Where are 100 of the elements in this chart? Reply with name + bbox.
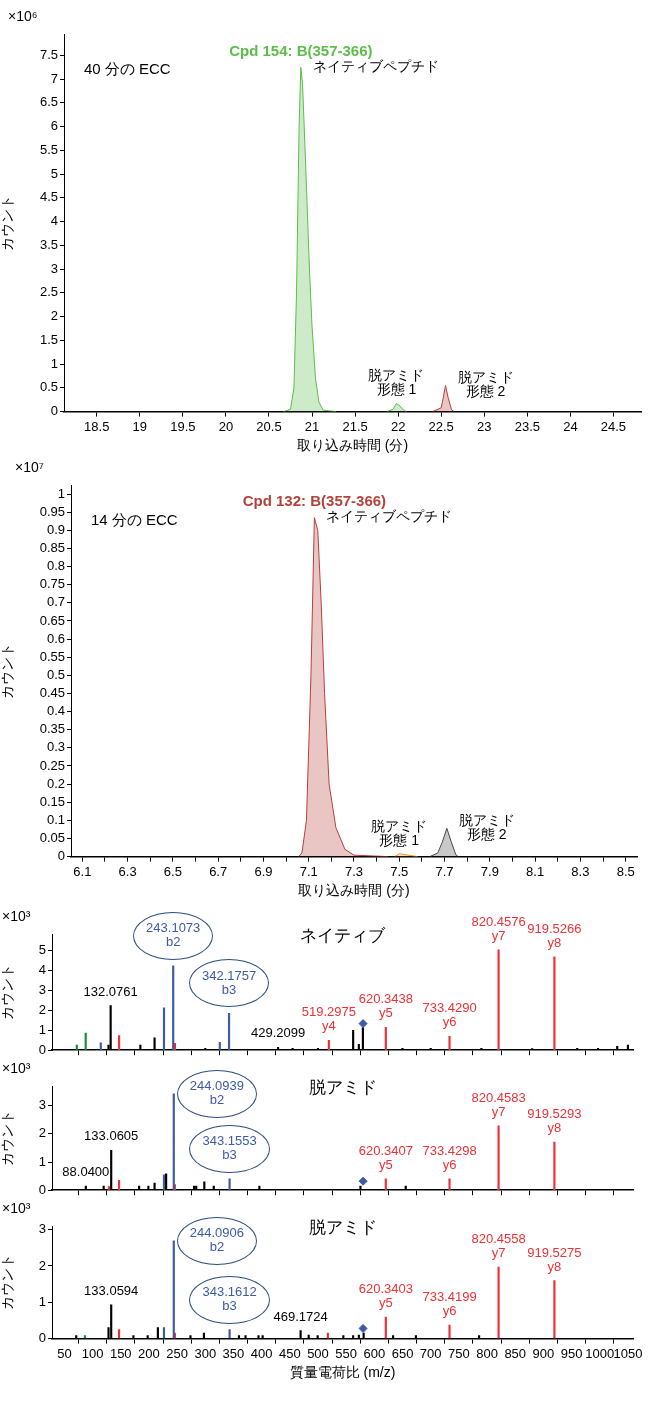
x-tick-label: 6.9 xyxy=(254,863,273,879)
y-tick-label: 7.5 xyxy=(39,46,58,62)
chart-title: 脱アミド xyxy=(308,1077,377,1097)
x-tick-label: 7.7 xyxy=(435,863,454,879)
x-tick-label: 7.9 xyxy=(480,863,499,879)
y-axis-title: カウント xyxy=(0,642,16,699)
y-tick-label: 6.5 xyxy=(39,94,58,110)
annotation: 733.4298 y6 xyxy=(422,1143,477,1173)
y-tick-label: 5 xyxy=(50,165,58,181)
y-tick-label: 2.5 xyxy=(39,284,58,300)
y-axis-title: カウント xyxy=(0,964,16,1021)
y-axis-title: カウント xyxy=(0,194,16,251)
x-tick-label: 24 xyxy=(563,418,578,434)
x-tick-label: 950 xyxy=(560,1345,583,1361)
y-tick-label: 3 xyxy=(38,1097,46,1113)
x-tick-label: 19.5 xyxy=(170,418,196,434)
y-tick-label: 5 xyxy=(38,942,46,958)
text: ×10³ xyxy=(2,1059,31,1076)
annotation: 244.0939 b2 xyxy=(189,1077,244,1107)
y-tick-label: 3.5 xyxy=(39,236,58,252)
y-tick-label: 6 xyxy=(50,118,58,134)
y-tick-label: 0.75 xyxy=(39,576,65,592)
y-tick-label: 0 xyxy=(38,1330,46,1346)
y-tick-label: 1 xyxy=(57,485,65,501)
y-tick-label: 1 xyxy=(38,1021,46,1037)
chart-title: 脱アミド xyxy=(308,1217,377,1237)
x-tick-label: 1050 xyxy=(613,1345,643,1361)
chart-title: ネイティブ xyxy=(300,925,386,945)
y-tick-label: 0 xyxy=(57,848,65,864)
x-tick-label: 23 xyxy=(477,418,492,434)
y-tick-label: 0.35 xyxy=(39,721,65,737)
y-tick-label: 0.15 xyxy=(39,793,65,809)
x-tick-label: 18.5 xyxy=(84,418,110,434)
text: 40 分の ECC xyxy=(84,60,171,78)
y-tick-label: 3 xyxy=(50,260,58,276)
series-label: Cpd 132: B(357-366) xyxy=(242,492,387,510)
x-tick-label: 500 xyxy=(307,1345,329,1361)
text: ×10⁶ xyxy=(8,7,38,24)
annotation: 脱アミド形態 2 xyxy=(458,812,515,843)
x-tick-label: 150 xyxy=(109,1345,132,1361)
x-tick-label: 23.5 xyxy=(514,418,540,434)
x-tick-label: 250 xyxy=(166,1345,188,1361)
x-tick-label: 6.7 xyxy=(209,863,228,879)
y-tick-label: 4 xyxy=(38,962,46,978)
y-tick-label: 0.7 xyxy=(46,594,65,610)
annotation: 133.0605 xyxy=(84,1128,139,1144)
x-tick-label: 21.5 xyxy=(342,418,368,434)
annotation: 919.5266 y8 xyxy=(527,920,582,950)
x-tick-label: 200 xyxy=(138,1345,160,1361)
y-tick-label: 1 xyxy=(38,1153,46,1169)
x-tick-label: 8.5 xyxy=(616,863,635,879)
y-tick-label: 2 xyxy=(38,1257,46,1273)
annotation: 88.0400 xyxy=(62,1164,110,1180)
x-tick-label: 1000 xyxy=(585,1345,615,1361)
annotation: ネイティブペプチド xyxy=(312,58,439,75)
annotation: 733.4290 y6 xyxy=(422,1000,477,1030)
y-tick-label: 0.65 xyxy=(39,612,65,628)
x-tick-label: 7.1 xyxy=(299,863,318,879)
y-tick-label: 0.4 xyxy=(46,703,65,719)
y-tick-label: 2 xyxy=(38,1002,46,1018)
x-tick-label: 6.3 xyxy=(118,863,137,879)
x-tick-label: 6.5 xyxy=(163,863,182,879)
y-tick-label: 5.5 xyxy=(39,141,58,157)
y-tick-label: 0.5 xyxy=(39,379,58,395)
annotation: 620.3407 y5 xyxy=(358,1143,413,1173)
x-tick-label: 24.5 xyxy=(600,418,627,434)
y-tick-label: 0.2 xyxy=(46,775,65,791)
x-axis-title: 質量電荷比 (m/z) xyxy=(289,1364,396,1381)
x-tick-label: 21 xyxy=(304,418,320,434)
annotation: 133.0594 xyxy=(84,1282,139,1298)
annotation: 343.1553 b3 xyxy=(202,1133,257,1163)
x-tick-label: 850 xyxy=(504,1345,527,1361)
x-tick-label: 7.3 xyxy=(344,863,364,879)
y-tick-label: 2 xyxy=(50,308,58,324)
y-tick-label: 0.25 xyxy=(39,757,65,773)
y-tick-label: 0 xyxy=(50,403,58,419)
annotation: 620.3438 y5 xyxy=(358,991,413,1021)
annotation: 820.4583 y7 xyxy=(471,1089,526,1119)
y-tick-label: 0 xyxy=(38,1181,46,1197)
x-tick-label: 50 xyxy=(57,1345,72,1361)
y-tick-label: 0.85 xyxy=(39,540,65,556)
y-tick-label: 0.6 xyxy=(46,630,65,646)
annotation: ネイティブペプチド xyxy=(326,508,453,525)
y-tick-label: 3 xyxy=(38,1221,46,1237)
annotation: 820.4576 y7 xyxy=(471,913,526,943)
y-axis-title: カウント xyxy=(0,1254,16,1311)
annotation: 243.1073 b2 xyxy=(146,919,201,949)
text: ×10³ xyxy=(2,1199,31,1216)
y-tick-label: 7 xyxy=(50,70,58,86)
x-tick-label: 450 xyxy=(278,1345,301,1361)
x-tick-label: 6.1 xyxy=(73,863,92,879)
y-tick-label: 1 xyxy=(50,355,58,371)
x-tick-label: 350 xyxy=(222,1345,245,1361)
x-tick-label: 20 xyxy=(218,418,234,434)
x-tick-label: 900 xyxy=(532,1345,555,1361)
text: 14 分の ECC xyxy=(91,511,178,529)
y-tick-label: 4 xyxy=(50,213,58,229)
y-tick-label: 4.5 xyxy=(39,189,58,205)
x-tick-label: 22 xyxy=(390,418,406,434)
y-tick-label: 0.5 xyxy=(46,666,65,682)
